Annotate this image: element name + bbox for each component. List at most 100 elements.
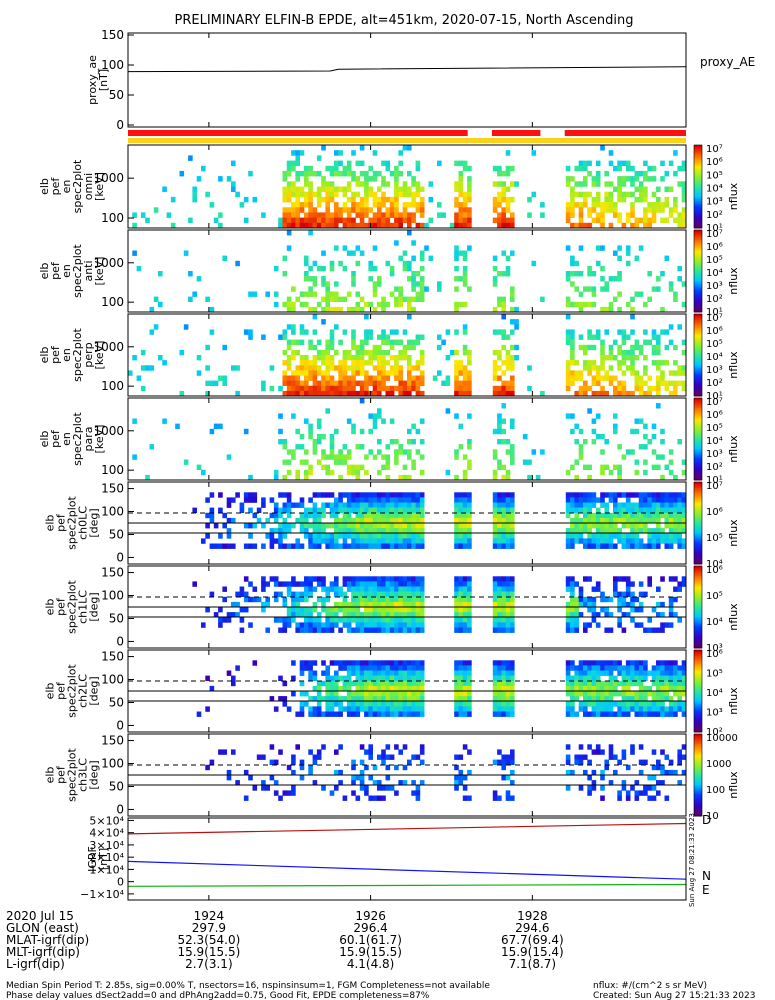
colorbar-swatch <box>694 256 702 260</box>
spectrogram-cell <box>407 296 412 302</box>
spectrogram-cell <box>381 627 386 633</box>
spectrogram-cell <box>625 670 631 676</box>
spectrogram-cell <box>604 370 609 376</box>
spectrogram-cell <box>377 696 382 702</box>
spectrogram-cell <box>497 795 502 801</box>
spectrogram-cell <box>505 543 511 549</box>
spectrogram-cell <box>308 665 313 671</box>
colorbar-swatch <box>694 457 702 460</box>
spectrogram-cell <box>299 701 305 707</box>
spectrogram-cell <box>213 217 219 224</box>
spectrogram-cell <box>578 596 584 603</box>
spectrogram-cell <box>651 775 657 781</box>
spectrogram-cell <box>329 502 335 508</box>
spectrogram-cell <box>505 265 511 272</box>
colorbar-tick: 10¹ <box>706 475 723 486</box>
spectrogram-cell <box>492 360 498 366</box>
spectrogram-cell <box>346 196 352 203</box>
spectrogram-cell <box>389 607 395 613</box>
footer-line-1: Median Spin Period T: 2.85s, sig=0.00% T… <box>6 981 490 991</box>
spectrogram-cell <box>419 744 425 750</box>
spectrogram-cell <box>497 385 502 392</box>
spectrogram-cell <box>600 596 605 603</box>
spectrogram-cell <box>608 780 614 786</box>
spectrogram-cell <box>638 680 644 687</box>
spectrogram-cell <box>656 701 661 707</box>
spectrogram-cell <box>394 375 399 381</box>
spectrogram-cell <box>625 591 631 597</box>
spectrogram-cell <box>454 212 459 218</box>
colorbar-swatch <box>694 553 702 557</box>
spectrogram-cell <box>608 469 614 476</box>
spectrogram-cell <box>398 349 403 356</box>
spectrogram-cell <box>325 622 330 628</box>
spectrogram-cell <box>587 160 592 167</box>
spectrogram-cell <box>587 365 592 371</box>
spectrogram-cell <box>256 596 262 603</box>
spectrogram-cell <box>359 296 365 302</box>
spectrogram-cell <box>638 196 644 203</box>
spectrogram-cell <box>299 459 305 465</box>
spectrogram-cell <box>647 670 652 676</box>
spectrogram-cell <box>681 711 687 717</box>
spectrogram-cell <box>338 370 343 376</box>
spectrogram-cell <box>595 512 601 519</box>
spectrogram-cell <box>286 459 292 465</box>
frame-ch3LC <box>127 733 687 817</box>
spectrogram-cell <box>342 444 348 450</box>
spectrogram-cell <box>351 680 356 687</box>
spectrogram-cell <box>419 591 425 597</box>
spectrogram-cell <box>355 576 361 582</box>
spectrogram-cell <box>402 207 408 213</box>
spectrogram-cell <box>497 749 502 755</box>
spectrogram-cell <box>411 670 416 676</box>
spectrogram-cell <box>630 749 635 755</box>
spectrogram-cell <box>600 665 605 671</box>
spectrogram-cell <box>329 444 335 450</box>
colorbar-swatch <box>694 520 702 524</box>
spectrogram-cell <box>381 612 386 618</box>
spectrogram-cell <box>630 601 635 608</box>
spectrogram-cell <box>299 711 305 717</box>
spectrogram-cell <box>424 245 429 251</box>
spectrogram-cell <box>565 581 571 587</box>
spectrogram-cell <box>673 670 678 676</box>
spectrogram-cell <box>604 711 609 717</box>
spectrogram-cell <box>458 212 464 218</box>
spectrogram-cell <box>338 360 343 366</box>
spectrogram-cell <box>415 622 421 628</box>
spectrogram-cell <box>308 207 313 213</box>
spectrogram-cell <box>608 492 614 498</box>
spectrogram-cell <box>600 512 605 519</box>
spectrogram-cell <box>505 622 511 628</box>
colorbar-swatch <box>694 697 702 700</box>
spectrogram-cell <box>587 601 592 608</box>
spectrogram-cell <box>664 685 670 692</box>
spectrogram-cell <box>312 543 318 549</box>
spectrogram-cell <box>608 222 614 229</box>
spectrogram-cell <box>578 492 584 498</box>
spectrogram-cell <box>617 271 622 277</box>
spectrogram-cell <box>634 691 640 697</box>
spectrogram-cell <box>346 355 352 361</box>
spectrogram-cell <box>677 528 682 534</box>
spectrogram-cell <box>604 764 609 771</box>
panel-en_perp: elbpefenspec2plotperp[keV]100010010⁷10⁶1… <box>38 313 740 402</box>
spectrogram-cell <box>308 586 313 592</box>
spectrogram-cell <box>316 349 322 356</box>
spectrogram-cell <box>638 706 644 712</box>
spectrogram-cell <box>338 306 343 313</box>
spectrogram-cell <box>583 349 588 356</box>
spectrogram-cell <box>402 591 408 597</box>
spectrogram-cell <box>329 181 335 187</box>
colorbar-frame <box>693 565 703 649</box>
spectrogram-cell <box>565 217 571 224</box>
spectrogram-cell <box>385 533 391 539</box>
spectrogram-cell <box>231 181 236 187</box>
spectrogram-cell <box>415 360 421 366</box>
spectrogram-cell <box>377 680 382 687</box>
spectrogram-cell <box>269 543 275 549</box>
spectrogram-cell <box>510 449 515 455</box>
spectrogram-cell <box>389 512 395 519</box>
spectrogram-cell <box>346 160 352 167</box>
